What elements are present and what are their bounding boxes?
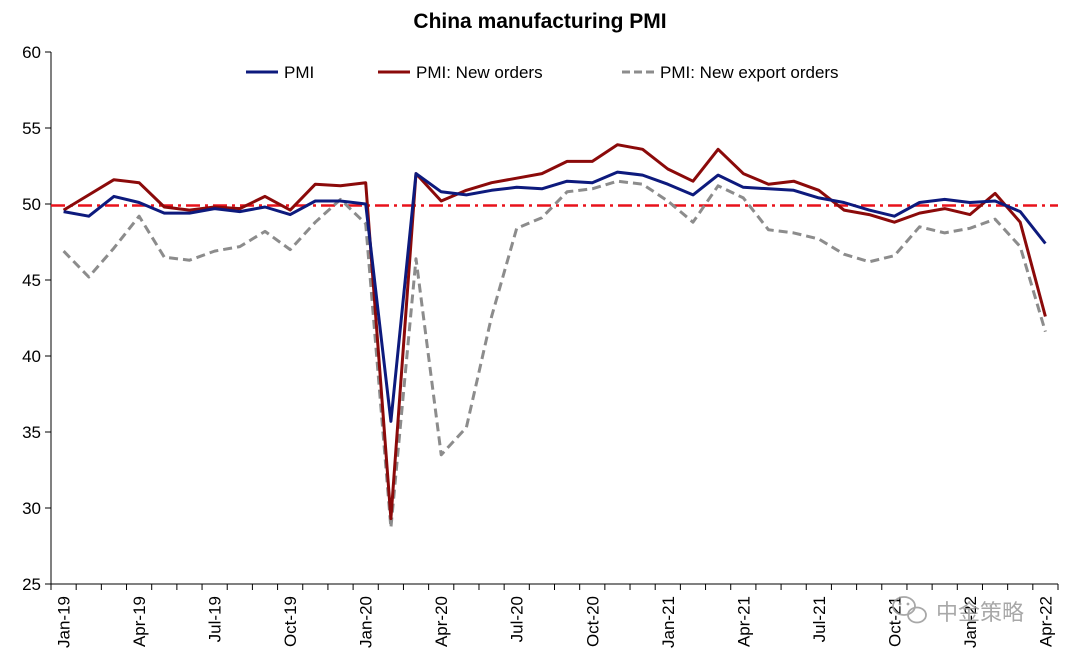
y-tick-label: 40 xyxy=(22,347,41,366)
watermark: 中金策略 xyxy=(892,596,1024,626)
series-line-pmi-new-orders xyxy=(62,143,1047,521)
x-tick-label: Oct-19 xyxy=(281,596,300,647)
x-tick-label: Jan-21 xyxy=(659,596,678,648)
chart-title: China manufacturing PMI xyxy=(413,10,666,33)
legend-label: PMI: New orders xyxy=(416,63,543,82)
x-tick-label: Apr-19 xyxy=(130,596,149,647)
x-axis: Jan-19 Apr-19 Jul-19 Oct-19 Jan-20 Apr-20 Jul-… xyxy=(50,583,1059,648)
y-tick-label: 25 xyxy=(22,575,41,594)
x-tick-label: Apr-22 xyxy=(1036,596,1055,647)
series-lines xyxy=(62,143,1047,530)
y-tick-label: 55 xyxy=(22,119,41,138)
x-tick-label: Jan-22 xyxy=(961,596,980,648)
y-tick-label: 45 xyxy=(22,271,41,290)
y-tick-label: 30 xyxy=(22,499,41,518)
watermark-text: 中金策略 xyxy=(936,601,1024,626)
wechat-icon xyxy=(892,596,927,624)
x-tick-label: Jul-19 xyxy=(206,596,225,642)
series-line-pmi-new-export-orders xyxy=(62,179,1047,530)
y-tick-label: 35 xyxy=(22,423,41,442)
x-tick-label: Oct-20 xyxy=(583,596,602,647)
y-axis: 25 30 35 40 45 50 55 60 xyxy=(22,43,52,594)
series-line-pmi xyxy=(63,170,1047,423)
x-axis-ticks: Jan-19 Apr-19 Jul-19 Oct-19 Jan-20 Apr-20 Jul-… xyxy=(50,584,1059,648)
x-tick-label: Jul-20 xyxy=(508,596,527,642)
x-tick-label: Jul-21 xyxy=(810,596,829,642)
x-tick-label: Oct-21 xyxy=(885,596,904,647)
legend-label: PMI xyxy=(284,63,314,82)
legend: PMI PMI: New orders PMI: New export orders xyxy=(246,63,839,82)
y-tick-label: 50 xyxy=(22,195,41,214)
x-tick-label: Apr-20 xyxy=(432,596,451,647)
legend-label: PMI: New export orders xyxy=(660,63,839,82)
y-tick-label: 60 xyxy=(22,43,41,62)
x-tick-label: Apr-21 xyxy=(734,596,753,647)
x-tick-label: Jan-19 xyxy=(55,596,74,648)
y-axis-ticks: 25 30 35 40 45 50 55 60 xyxy=(22,43,51,594)
x-tick-label: Jan-20 xyxy=(357,596,376,648)
